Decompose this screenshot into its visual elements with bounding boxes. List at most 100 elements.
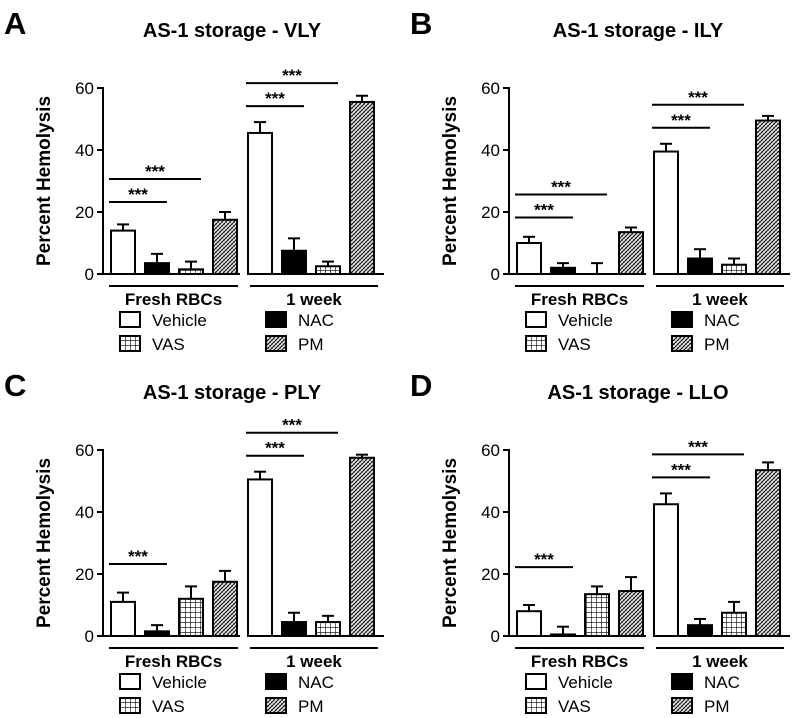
bar-vehicle [516,242,542,275]
group-label: Fresh RBCs [531,290,628,309]
legend-label-vas: VAS [558,697,591,716]
group-label: 1 week [692,290,748,309]
bar-vas [721,611,747,637]
bar-vehicle [653,150,679,275]
significance-label: *** [688,437,708,456]
chart-panel-c: C AS-1 storage - PLY Percent Hemolysis 0 20 4… [4,368,384,716]
legend-label-nac: NAC [298,673,334,692]
bar-vas [315,621,341,637]
y-tick-label: 40 [481,503,500,522]
legend-label-vehicle: Vehicle [558,311,613,330]
legend-label-vehicle: Vehicle [558,673,613,692]
panel-label: C [4,368,26,403]
legend-swatch-nac [265,311,287,328]
group-label: Fresh RBCs [531,652,628,671]
legend-swatch-vas [119,335,141,352]
group-label: Fresh RBCs [125,652,222,671]
bar-pm [349,100,375,275]
chart-panel-d: D AS-1 storage - LLO Percent Hemolysis 0 20 4… [410,368,790,716]
legend-label-vas: VAS [558,335,591,354]
y-tick-label: 0 [491,265,500,284]
significance-label: *** [265,89,285,108]
significance-label: *** [534,201,554,220]
bar-pm [212,218,238,275]
y-tick-label: 20 [481,203,500,222]
y-tick-label: 40 [75,141,94,160]
y-axis-label: Percent Hemolysis [440,458,461,628]
legend-label-vas: VAS [152,697,185,716]
bar-vas [584,593,610,637]
y-tick-label: 40 [481,141,500,160]
significance-label: *** [671,111,691,130]
bar-nac [550,266,576,275]
legend-label-nac: NAC [298,311,334,330]
significance-label: *** [671,460,691,479]
bar-vas [315,265,341,275]
legend-swatch-vehicle [119,311,141,328]
bar-nac [687,257,713,275]
bar-nac [281,249,307,275]
bar-pm [349,456,375,637]
legend-swatch-pm [671,335,693,352]
y-tick-label: 20 [75,565,94,584]
group-label: 1 week [286,290,342,309]
legend-label-vehicle: Vehicle [152,311,207,330]
group-label: 1 week [692,652,748,671]
y-tick-label: 0 [85,265,94,284]
significance-label: *** [534,550,554,569]
legend-swatch-vas [525,335,547,352]
significance-label: *** [128,185,148,204]
legend-label-pm: PM [298,335,324,354]
legend-label-pm: PM [704,335,730,354]
bar-pm [755,469,781,638]
y-tick-label: 60 [481,79,500,98]
y-tick-label: 40 [75,503,94,522]
y-tick-label: 60 [75,79,94,98]
bar-vehicle [247,131,273,275]
chart-panel-b: B AS-1 storage - ILY Percent Hemolysis 0 20 4… [410,6,790,354]
significance-label: *** [688,88,708,107]
group-label: 1 week [286,652,342,671]
legend-swatch-vehicle [119,673,141,690]
bar-nac [550,633,576,638]
y-tick-label: 0 [85,627,94,646]
legend-swatch-pm [671,697,693,714]
legend-swatch-vas [119,697,141,714]
bar-nac [687,624,713,637]
bar-nac [144,262,170,275]
chart-title: AS-1 storage - VLY [143,20,322,42]
legend-swatch-nac [671,673,693,690]
chart-panel-a: A AS-1 storage - VLY Percent Hemolysis 0 20 4… [4,6,384,354]
bar-pm [755,119,781,275]
legend-swatch-pm [265,697,287,714]
significance-label: *** [128,547,148,566]
bar-pm [212,580,238,637]
y-tick-label: 60 [75,441,94,460]
legend-label-vehicle: Vehicle [152,673,207,692]
legend-label-nac: NAC [704,311,740,330]
chart-title: AS-1 storage - LLO [547,382,728,404]
significance-label: *** [145,162,165,181]
chart-title: AS-1 storage - ILY [553,20,724,42]
y-axis-label: Percent Hemolysis [34,96,55,266]
chart-title: AS-1 storage - PLY [143,382,322,404]
y-tick-label: 20 [481,565,500,584]
legend-swatch-vehicle [525,311,547,328]
panel-label: A [4,6,26,41]
bar-vehicle [653,503,679,637]
legend-label-pm: PM [298,697,324,716]
bar-vehicle [110,600,136,637]
significance-label: *** [551,178,571,197]
y-tick-label: 20 [75,203,94,222]
significance-label: *** [265,439,285,458]
bar-pm [618,231,644,275]
legend-swatch-nac [265,673,287,690]
y-axis-label: Percent Hemolysis [34,458,55,628]
bar-vas [721,263,747,276]
bar-vehicle [110,229,136,276]
bar-vehicle [247,478,273,637]
y-tick-label: 0 [491,627,500,646]
y-axis-label: Percent Hemolysis [440,96,461,266]
significance-label: *** [282,416,302,435]
